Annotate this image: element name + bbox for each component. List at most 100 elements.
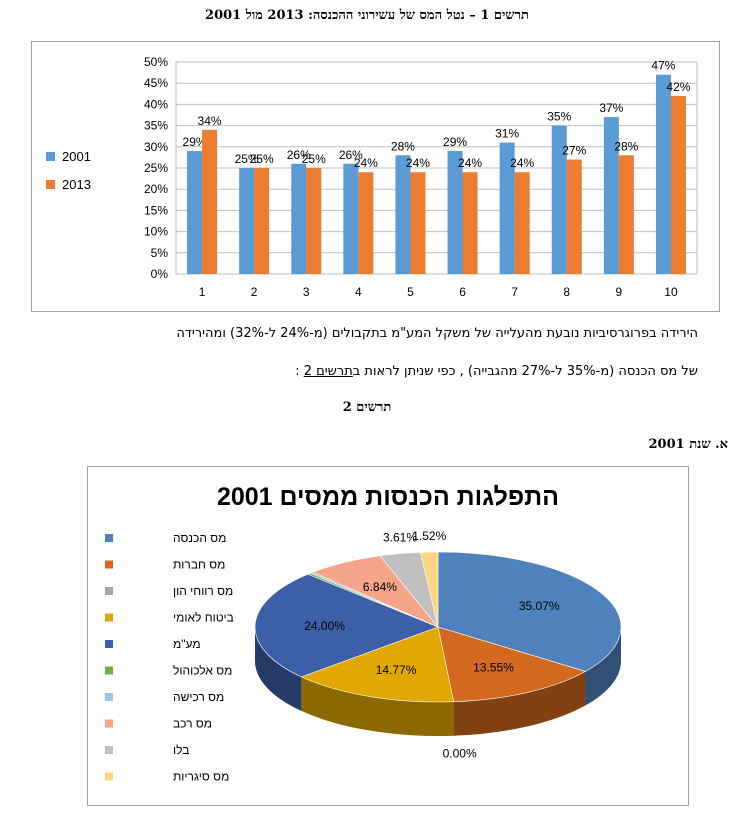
bar-2013: [306, 168, 322, 274]
bar-2013: [410, 172, 426, 274]
data-label: 29%: [183, 135, 207, 149]
y-tick-label: 15%: [144, 203, 168, 217]
pie-data-label: 13.55%: [473, 661, 514, 675]
data-label: 24%: [510, 156, 534, 170]
data-label: 24%: [406, 156, 430, 170]
legend-swatch: [105, 587, 113, 595]
legend-label: מס חברות: [173, 558, 225, 572]
y-tick-label: 0%: [151, 267, 169, 281]
bar-2001: [499, 142, 515, 274]
legend-label: מס רכב: [173, 717, 212, 731]
legend-swatch: [105, 746, 113, 754]
data-label: 24%: [458, 156, 482, 170]
pie-data-label: 24.00%: [304, 619, 345, 633]
legend-swatch-2001: [46, 152, 55, 161]
bar-chart-frame: 0% 5% 10% 15% 20% 25% 30% 35% 40% 45% 50% 1 29% 34% 2 2…: [31, 41, 720, 312]
pie-data-label: 14.77%: [376, 663, 417, 677]
x-tick-label: 2: [251, 285, 258, 299]
pie-slice-side: [255, 627, 302, 711]
pie-top: [254, 551, 622, 703]
pie-slice: [437, 626, 587, 703]
bar-2013: [566, 159, 582, 274]
y-tick-label: 30%: [144, 140, 168, 154]
bar-2001: [291, 163, 307, 274]
pie-chart: התפלגות הכנסות ממסים 2001 מס הכנסה מס חברו…: [105, 483, 622, 784]
y-tick-label: 50%: [144, 55, 168, 69]
data-label: 25%: [235, 152, 259, 166]
legend-swatch: [105, 772, 113, 781]
x-tick-label: 4: [355, 285, 362, 299]
legend-label: מס רכישה: [173, 690, 224, 704]
x-tick-label: 6: [459, 285, 466, 299]
legend-swatch: [105, 613, 113, 622]
figure2-title: תרשים 2: [342, 400, 392, 415]
bar-2001: [447, 151, 463, 274]
data-label: 26%: [339, 148, 363, 162]
data-label: 24%: [354, 156, 378, 170]
pie-data-label: 35.07%: [519, 599, 560, 613]
data-label: 25%: [302, 152, 326, 166]
legend-label: מס הכנסה: [173, 531, 226, 545]
data-label: 34%: [198, 114, 222, 128]
pie-data-label: 0.00%: [443, 747, 477, 761]
legend-swatch: [105, 719, 113, 728]
legend-swatch: [105, 693, 113, 701]
legend-swatch: [105, 534, 113, 542]
bar-2013: [358, 172, 374, 274]
x-tick-label: 7: [511, 285, 518, 299]
legend-label: בלו: [173, 743, 189, 757]
bar-2013: [514, 172, 530, 274]
bar-2001: [187, 151, 203, 274]
paragraph-line2-text: של מס הכנסה (מ-35% ל-27% מהגבייה) , כפי …: [352, 364, 698, 379]
bar-2001: [603, 117, 619, 275]
bar-2001: [395, 155, 411, 274]
data-label: 31%: [495, 127, 519, 141]
bar-2013: [462, 172, 478, 274]
x-tick-label: 5: [407, 285, 414, 299]
y-tick-label: 10%: [144, 225, 168, 239]
pie-data-label: 3.61%: [383, 531, 417, 545]
data-label: 26%: [287, 148, 311, 162]
y-tick-label: 40%: [144, 97, 168, 111]
y-tick-label: 5%: [151, 246, 169, 260]
legend-swatch: [105, 560, 113, 569]
legend-swatch: [105, 666, 113, 675]
x-tick-label: 8: [563, 285, 570, 299]
legend-label: 2013: [62, 177, 91, 192]
subheading-year: א. שנת 2001: [648, 437, 728, 452]
legend-swatch-2013: [46, 180, 55, 189]
y-tick-label: 45%: [144, 76, 168, 90]
bar-chart: 0% 5% 10% 15% 20% 25% 30% 35% 40% 45% 50% 1 29% 34% 2 2…: [46, 55, 698, 299]
bar-2013: [254, 168, 270, 274]
x-tick-label: 3: [303, 285, 310, 299]
paragraph-line2-end: :: [295, 364, 304, 379]
legend-label: מס רווחי הון: [173, 584, 233, 598]
data-label: 28%: [391, 139, 415, 153]
pie-slice: [254, 573, 439, 678]
figure2-reference-link[interactable]: תרשים 2: [303, 364, 353, 379]
pie-title: התפלגות הכנסות ממסים 2001: [217, 483, 559, 511]
pie-slice: [420, 551, 439, 628]
y-tick-label: 35%: [144, 119, 168, 133]
legend-label: מס אלכוהול: [173, 664, 232, 678]
data-label: 47%: [651, 59, 675, 73]
pie-data-label: 1.52%: [412, 529, 446, 543]
pie-slice: [300, 626, 454, 703]
pie-chart-frame: התפלגות הכנסות ממסים 2001 מס הכנסה מס חברו…: [87, 466, 689, 806]
x-tick-label: 9: [616, 285, 623, 299]
bar-2013: [202, 129, 218, 274]
x-tick-label: 1: [199, 285, 206, 299]
data-label: 37%: [599, 101, 623, 115]
y-tick-label: 20%: [144, 182, 168, 196]
bar-2001: [551, 125, 567, 274]
bar-2013: [670, 95, 686, 274]
data-label: 25%: [250, 152, 274, 166]
data-label: 27%: [562, 144, 586, 158]
legend-label: מס סיגריות: [173, 770, 229, 784]
legend-label: 2001: [62, 149, 91, 164]
data-label: 35%: [547, 110, 571, 124]
bar-2013: [618, 155, 634, 274]
pie-slice-side: [453, 671, 586, 736]
data-label: 29%: [443, 135, 467, 149]
legend-swatch: [105, 640, 113, 648]
